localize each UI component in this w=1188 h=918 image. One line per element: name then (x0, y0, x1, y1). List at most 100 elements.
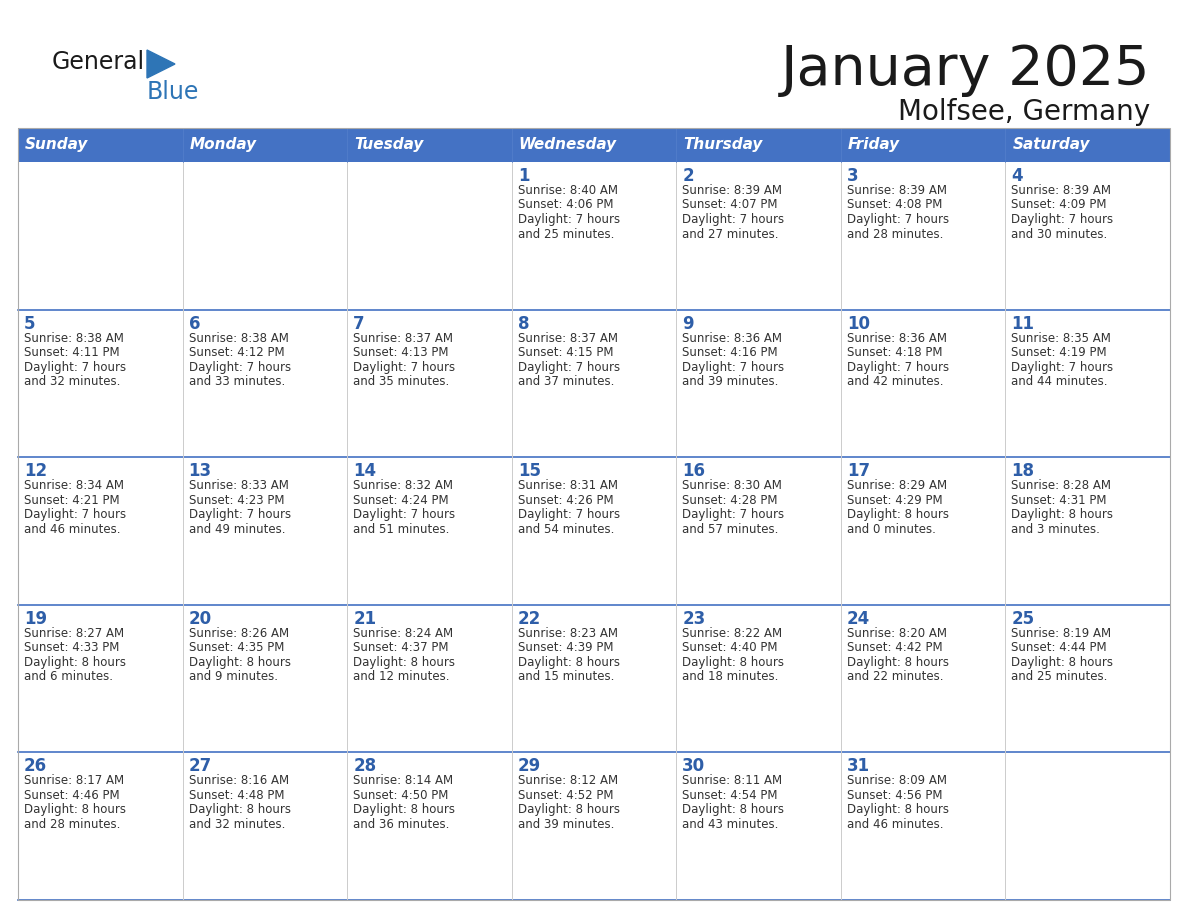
Text: and 37 minutes.: and 37 minutes. (518, 375, 614, 388)
Text: 26: 26 (24, 757, 48, 776)
Text: 12: 12 (24, 462, 48, 480)
Polygon shape (147, 50, 175, 78)
Text: Sunrise: 8:38 AM: Sunrise: 8:38 AM (24, 331, 124, 344)
Text: Sunrise: 8:32 AM: Sunrise: 8:32 AM (353, 479, 453, 492)
Bar (183, 309, 347, 457)
Bar (1005, 309, 1170, 457)
Text: 5: 5 (24, 315, 36, 332)
Text: Daylight: 7 hours: Daylight: 7 hours (189, 509, 291, 521)
Text: and 32 minutes.: and 32 minutes. (24, 375, 120, 388)
Text: Sunset: 4:37 PM: Sunset: 4:37 PM (353, 642, 449, 655)
Bar (512, 605, 676, 753)
Text: 23: 23 (682, 610, 706, 628)
Text: Sunrise: 8:30 AM: Sunrise: 8:30 AM (682, 479, 782, 492)
Text: and 6 minutes.: and 6 minutes. (24, 670, 113, 683)
Text: Daylight: 7 hours: Daylight: 7 hours (847, 213, 949, 226)
Text: Sunset: 4:24 PM: Sunset: 4:24 PM (353, 494, 449, 507)
Bar (347, 605, 512, 753)
Text: and 32 minutes.: and 32 minutes. (189, 818, 285, 831)
Text: Sunset: 4:56 PM: Sunset: 4:56 PM (847, 789, 942, 802)
Bar (512, 162, 676, 309)
Text: and 25 minutes.: and 25 minutes. (1011, 670, 1107, 683)
Text: Sunrise: 8:39 AM: Sunrise: 8:39 AM (682, 184, 782, 197)
Text: Daylight: 8 hours: Daylight: 8 hours (518, 803, 620, 816)
Text: Daylight: 7 hours: Daylight: 7 hours (847, 361, 949, 374)
Bar (183, 457, 347, 605)
Text: Sunrise: 8:37 AM: Sunrise: 8:37 AM (518, 331, 618, 344)
Text: 15: 15 (518, 462, 541, 480)
Text: and 36 minutes.: and 36 minutes. (353, 818, 449, 831)
Text: Daylight: 8 hours: Daylight: 8 hours (353, 803, 455, 816)
Text: General: General (52, 50, 145, 74)
Text: Daylight: 7 hours: Daylight: 7 hours (682, 509, 784, 521)
Text: and 30 minutes.: and 30 minutes. (1011, 228, 1107, 241)
Text: Sunset: 4:35 PM: Sunset: 4:35 PM (189, 642, 284, 655)
Text: 2: 2 (682, 167, 694, 185)
Text: Sunrise: 8:23 AM: Sunrise: 8:23 AM (518, 627, 618, 640)
Text: and 57 minutes.: and 57 minutes. (682, 522, 778, 536)
Text: Sunset: 4:26 PM: Sunset: 4:26 PM (518, 494, 613, 507)
Text: Sunset: 4:21 PM: Sunset: 4:21 PM (24, 494, 120, 507)
Text: and 12 minutes.: and 12 minutes. (353, 670, 449, 683)
Text: Sunrise: 8:26 AM: Sunrise: 8:26 AM (189, 627, 289, 640)
Bar (18, 605, 183, 753)
Text: 8: 8 (518, 315, 529, 332)
Bar (841, 457, 1005, 605)
Text: Daylight: 7 hours: Daylight: 7 hours (1011, 361, 1113, 374)
Text: Daylight: 8 hours: Daylight: 8 hours (353, 655, 455, 669)
Text: Sunset: 4:39 PM: Sunset: 4:39 PM (518, 642, 613, 655)
Text: Daylight: 8 hours: Daylight: 8 hours (847, 509, 949, 521)
Text: Daylight: 8 hours: Daylight: 8 hours (24, 803, 126, 816)
Text: January 2025: January 2025 (781, 43, 1150, 97)
Text: Sunset: 4:15 PM: Sunset: 4:15 PM (518, 346, 613, 359)
Text: Daylight: 7 hours: Daylight: 7 hours (682, 361, 784, 374)
Bar (18, 128, 1170, 162)
Text: Sunset: 4:16 PM: Sunset: 4:16 PM (682, 346, 778, 359)
Bar (1005, 753, 1170, 900)
Text: Sunrise: 8:14 AM: Sunrise: 8:14 AM (353, 775, 454, 788)
Bar (183, 753, 347, 900)
Text: 9: 9 (682, 315, 694, 332)
Text: and 3 minutes.: and 3 minutes. (1011, 522, 1100, 536)
Text: 29: 29 (518, 757, 541, 776)
Text: 19: 19 (24, 610, 48, 628)
Text: Friday: Friday (848, 138, 901, 152)
Text: and 28 minutes.: and 28 minutes. (24, 818, 120, 831)
Bar (183, 605, 347, 753)
Text: Saturday: Saturday (1012, 138, 1089, 152)
Text: 21: 21 (353, 610, 377, 628)
Text: Sunrise: 8:40 AM: Sunrise: 8:40 AM (518, 184, 618, 197)
Text: and 25 minutes.: and 25 minutes. (518, 228, 614, 241)
Text: and 22 minutes.: and 22 minutes. (847, 670, 943, 683)
Text: 1: 1 (518, 167, 529, 185)
Bar (1005, 605, 1170, 753)
Text: Sunrise: 8:36 AM: Sunrise: 8:36 AM (847, 331, 947, 344)
Text: Sunset: 4:23 PM: Sunset: 4:23 PM (189, 494, 284, 507)
Text: Sunset: 4:28 PM: Sunset: 4:28 PM (682, 494, 778, 507)
Bar (183, 162, 347, 309)
Text: Daylight: 8 hours: Daylight: 8 hours (682, 655, 784, 669)
Text: Daylight: 8 hours: Daylight: 8 hours (24, 655, 126, 669)
Text: Daylight: 7 hours: Daylight: 7 hours (518, 361, 620, 374)
Text: and 15 minutes.: and 15 minutes. (518, 670, 614, 683)
Text: Sunrise: 8:39 AM: Sunrise: 8:39 AM (847, 184, 947, 197)
Text: Sunset: 4:29 PM: Sunset: 4:29 PM (847, 494, 942, 507)
Text: Sunset: 4:09 PM: Sunset: 4:09 PM (1011, 198, 1107, 211)
Text: 17: 17 (847, 462, 870, 480)
Text: Sunrise: 8:29 AM: Sunrise: 8:29 AM (847, 479, 947, 492)
Text: 6: 6 (189, 315, 200, 332)
Bar (676, 162, 841, 309)
Text: 13: 13 (189, 462, 211, 480)
Text: Sunset: 4:52 PM: Sunset: 4:52 PM (518, 789, 613, 802)
Text: Sunset: 4:07 PM: Sunset: 4:07 PM (682, 198, 778, 211)
Text: Sunrise: 8:33 AM: Sunrise: 8:33 AM (189, 479, 289, 492)
Bar (676, 309, 841, 457)
Text: 22: 22 (518, 610, 541, 628)
Bar (347, 162, 512, 309)
Bar (18, 128, 1170, 900)
Text: and 44 minutes.: and 44 minutes. (1011, 375, 1108, 388)
Text: Sunrise: 8:17 AM: Sunrise: 8:17 AM (24, 775, 124, 788)
Text: Sunrise: 8:27 AM: Sunrise: 8:27 AM (24, 627, 124, 640)
Text: Daylight: 8 hours: Daylight: 8 hours (1011, 655, 1113, 669)
Text: 3: 3 (847, 167, 859, 185)
